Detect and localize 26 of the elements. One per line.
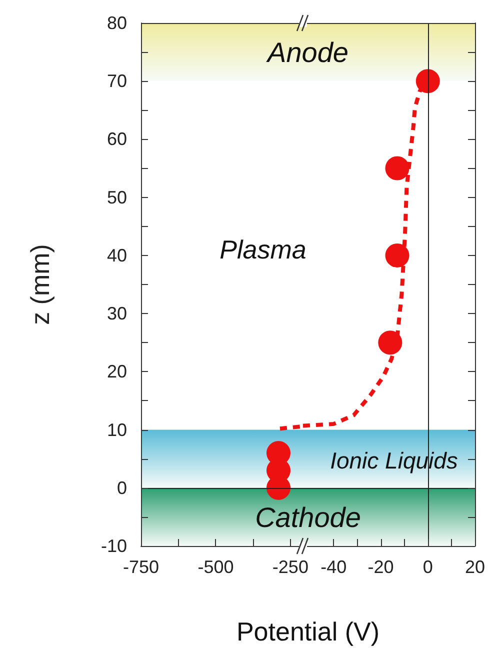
x-tick-label: -40	[320, 557, 347, 577]
x-axis-title: Potential (V)	[236, 616, 380, 648]
y-tick-label: 80	[106, 13, 127, 33]
y-tick-label: 60	[106, 129, 127, 150]
y-tick-label: 50	[106, 187, 127, 208]
annotation: Plasma	[220, 234, 306, 266]
point	[385, 243, 410, 268]
x-tick-label: -750	[122, 557, 160, 577]
point	[385, 156, 410, 180]
y-tick-label: -10	[100, 536, 127, 556]
y-tick-label: 30	[106, 304, 127, 324]
y-tick-label: 40	[106, 245, 127, 266]
band-label: Anode	[268, 37, 348, 70]
y-tick-label: 70	[106, 71, 127, 92]
x-tick-label: -20	[368, 557, 394, 577]
y-tick-label: 20	[106, 362, 127, 382]
x-tick-label: 20	[464, 557, 486, 577]
point	[416, 69, 440, 94]
y-axis-title: z (mm)	[25, 244, 55, 325]
band-label: Cathode	[255, 502, 361, 534]
x-tick-label: -250	[272, 557, 308, 577]
point	[378, 330, 402, 355]
y-tick-label: 0	[116, 478, 127, 498]
x-tick-label: 0	[422, 557, 433, 577]
x-tick-label: -500	[198, 557, 234, 577]
y-tick-label: 10	[106, 420, 127, 440]
